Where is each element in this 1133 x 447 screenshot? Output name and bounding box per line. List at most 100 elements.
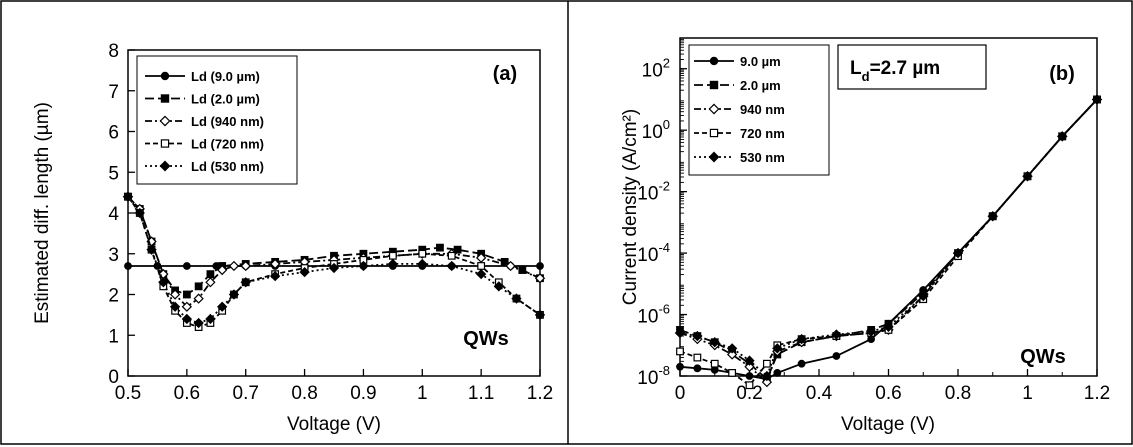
x-tick-label: 0.6 <box>875 383 901 404</box>
x-tick-label: 0.9 <box>350 383 376 404</box>
x-tick-labels-b: 0 0.2 0.4 0.6 0.8 1 1.2 <box>675 383 1111 404</box>
data-point <box>446 260 457 272</box>
y-tick-label: 0 <box>108 367 119 388</box>
data-point <box>493 281 504 292</box>
data-point <box>710 359 719 368</box>
legend-label: Ld (940 nm) <box>191 114 264 129</box>
annotation-b: QWs <box>1020 346 1066 368</box>
data-point <box>299 266 310 278</box>
legend-label: 530 nm <box>740 150 785 165</box>
tick-marks-a <box>127 49 541 377</box>
data-point <box>206 270 215 279</box>
data-point <box>692 330 703 342</box>
data-point <box>269 258 281 270</box>
series-line-5 <box>127 196 541 324</box>
data-point <box>169 289 181 300</box>
legend-marker <box>160 139 170 148</box>
data-point <box>883 321 894 332</box>
data-point <box>418 249 427 258</box>
legend-a: Ld (9.0 µm) Ld (2.0 µm) Ld (940 nm) Ld (720… <box>145 69 264 174</box>
series-line-2 <box>127 196 541 296</box>
x-tick-label: 1.2 <box>1084 383 1110 404</box>
legend-marker <box>159 115 171 127</box>
data-point <box>217 301 228 312</box>
data-point <box>158 277 169 288</box>
y-tick-label: 3 <box>108 245 119 266</box>
x-tick-label: 0.7 <box>233 383 259 404</box>
y-tick-label: 10-2 <box>637 179 670 205</box>
data-point <box>194 282 203 291</box>
series-line-3 <box>127 196 541 308</box>
legend-label: 720 nm <box>740 126 785 141</box>
y-tick-label: 6 <box>108 123 119 144</box>
data-point <box>726 349 738 360</box>
x-tick-label: 0.8 <box>945 383 971 404</box>
legend-label: Ld (2.0 µm) <box>191 92 260 107</box>
data-point <box>240 277 251 288</box>
legend-marker <box>708 103 720 115</box>
x-tick-label: 0 <box>675 383 686 404</box>
data-point <box>865 326 877 337</box>
legend-label: 940 nm <box>740 102 785 117</box>
data-point <box>122 191 134 202</box>
data-point <box>124 262 132 270</box>
data-point <box>674 327 686 339</box>
data-point <box>358 260 369 272</box>
data-point <box>745 372 754 380</box>
y-tick-label: 10-4 <box>637 240 670 266</box>
data-point <box>987 211 998 222</box>
data-point <box>205 313 216 325</box>
data-point <box>193 293 204 304</box>
data-point <box>1057 131 1068 142</box>
x-tick-label: 0.4 <box>806 383 833 404</box>
legend-b: 9.0 µm 2.0 µm 940 nm 720 nm 530 nm <box>694 54 785 165</box>
x-tick-label: 0.8 <box>291 383 317 404</box>
data-point <box>475 268 487 280</box>
y-tick-labels-b: 10-8 10-6 10-4 10-2 100 102 <box>637 56 670 389</box>
data-point <box>1091 94 1103 105</box>
data-point <box>797 359 806 368</box>
data-point <box>534 273 546 284</box>
series-line-3 <box>679 98 1098 384</box>
data-point <box>417 258 428 270</box>
y-tick-label: 4 <box>108 204 119 225</box>
y-tick-label: 8 <box>108 41 119 62</box>
y-tick-label: 102 <box>642 56 670 82</box>
data-point <box>181 313 193 325</box>
data-point <box>388 251 397 260</box>
data-point <box>328 262 340 274</box>
y-tick-label: 7 <box>108 82 119 103</box>
inset-L: L <box>850 58 862 79</box>
legend-label: Ld (720 nm) <box>191 137 264 152</box>
data-point <box>505 260 516 272</box>
data-point <box>676 362 684 371</box>
x-tick-label: 1.2 <box>527 383 553 404</box>
legend-marker <box>708 151 720 163</box>
x-axis-title-b: Voltage (V) <box>841 414 935 435</box>
data-point <box>745 381 754 390</box>
chart-panel-b: 10-8 10-6 10-4 10-2 100 102 0 0.2 0.4 0.6 0.8 1 1.2… <box>620 37 1111 435</box>
panel-label-a: (a) <box>493 63 517 85</box>
legend-marker <box>159 160 171 172</box>
data-point <box>134 207 145 219</box>
legend-label: 9.0 µm <box>740 54 781 69</box>
data-point <box>269 271 281 282</box>
data-point <box>534 309 546 321</box>
x-tick-label: 0.6 <box>174 383 200 404</box>
data-point <box>181 301 193 312</box>
y-tick-label: 5 <box>108 163 119 184</box>
y-tick-label: 10-6 <box>637 302 670 328</box>
x-tick-label: 1 <box>1022 383 1033 404</box>
data-point <box>205 277 216 288</box>
data-point <box>536 262 544 270</box>
y-tick-label: 2 <box>108 286 119 307</box>
data-point <box>761 370 773 382</box>
x-tick-label: 1 <box>417 383 428 404</box>
data-point <box>447 251 456 260</box>
data-point <box>228 289 240 300</box>
data-point <box>511 293 522 304</box>
data-point <box>744 361 755 372</box>
x-axis-title-a: Voltage (V) <box>287 414 381 435</box>
series-group-a <box>122 191 546 331</box>
